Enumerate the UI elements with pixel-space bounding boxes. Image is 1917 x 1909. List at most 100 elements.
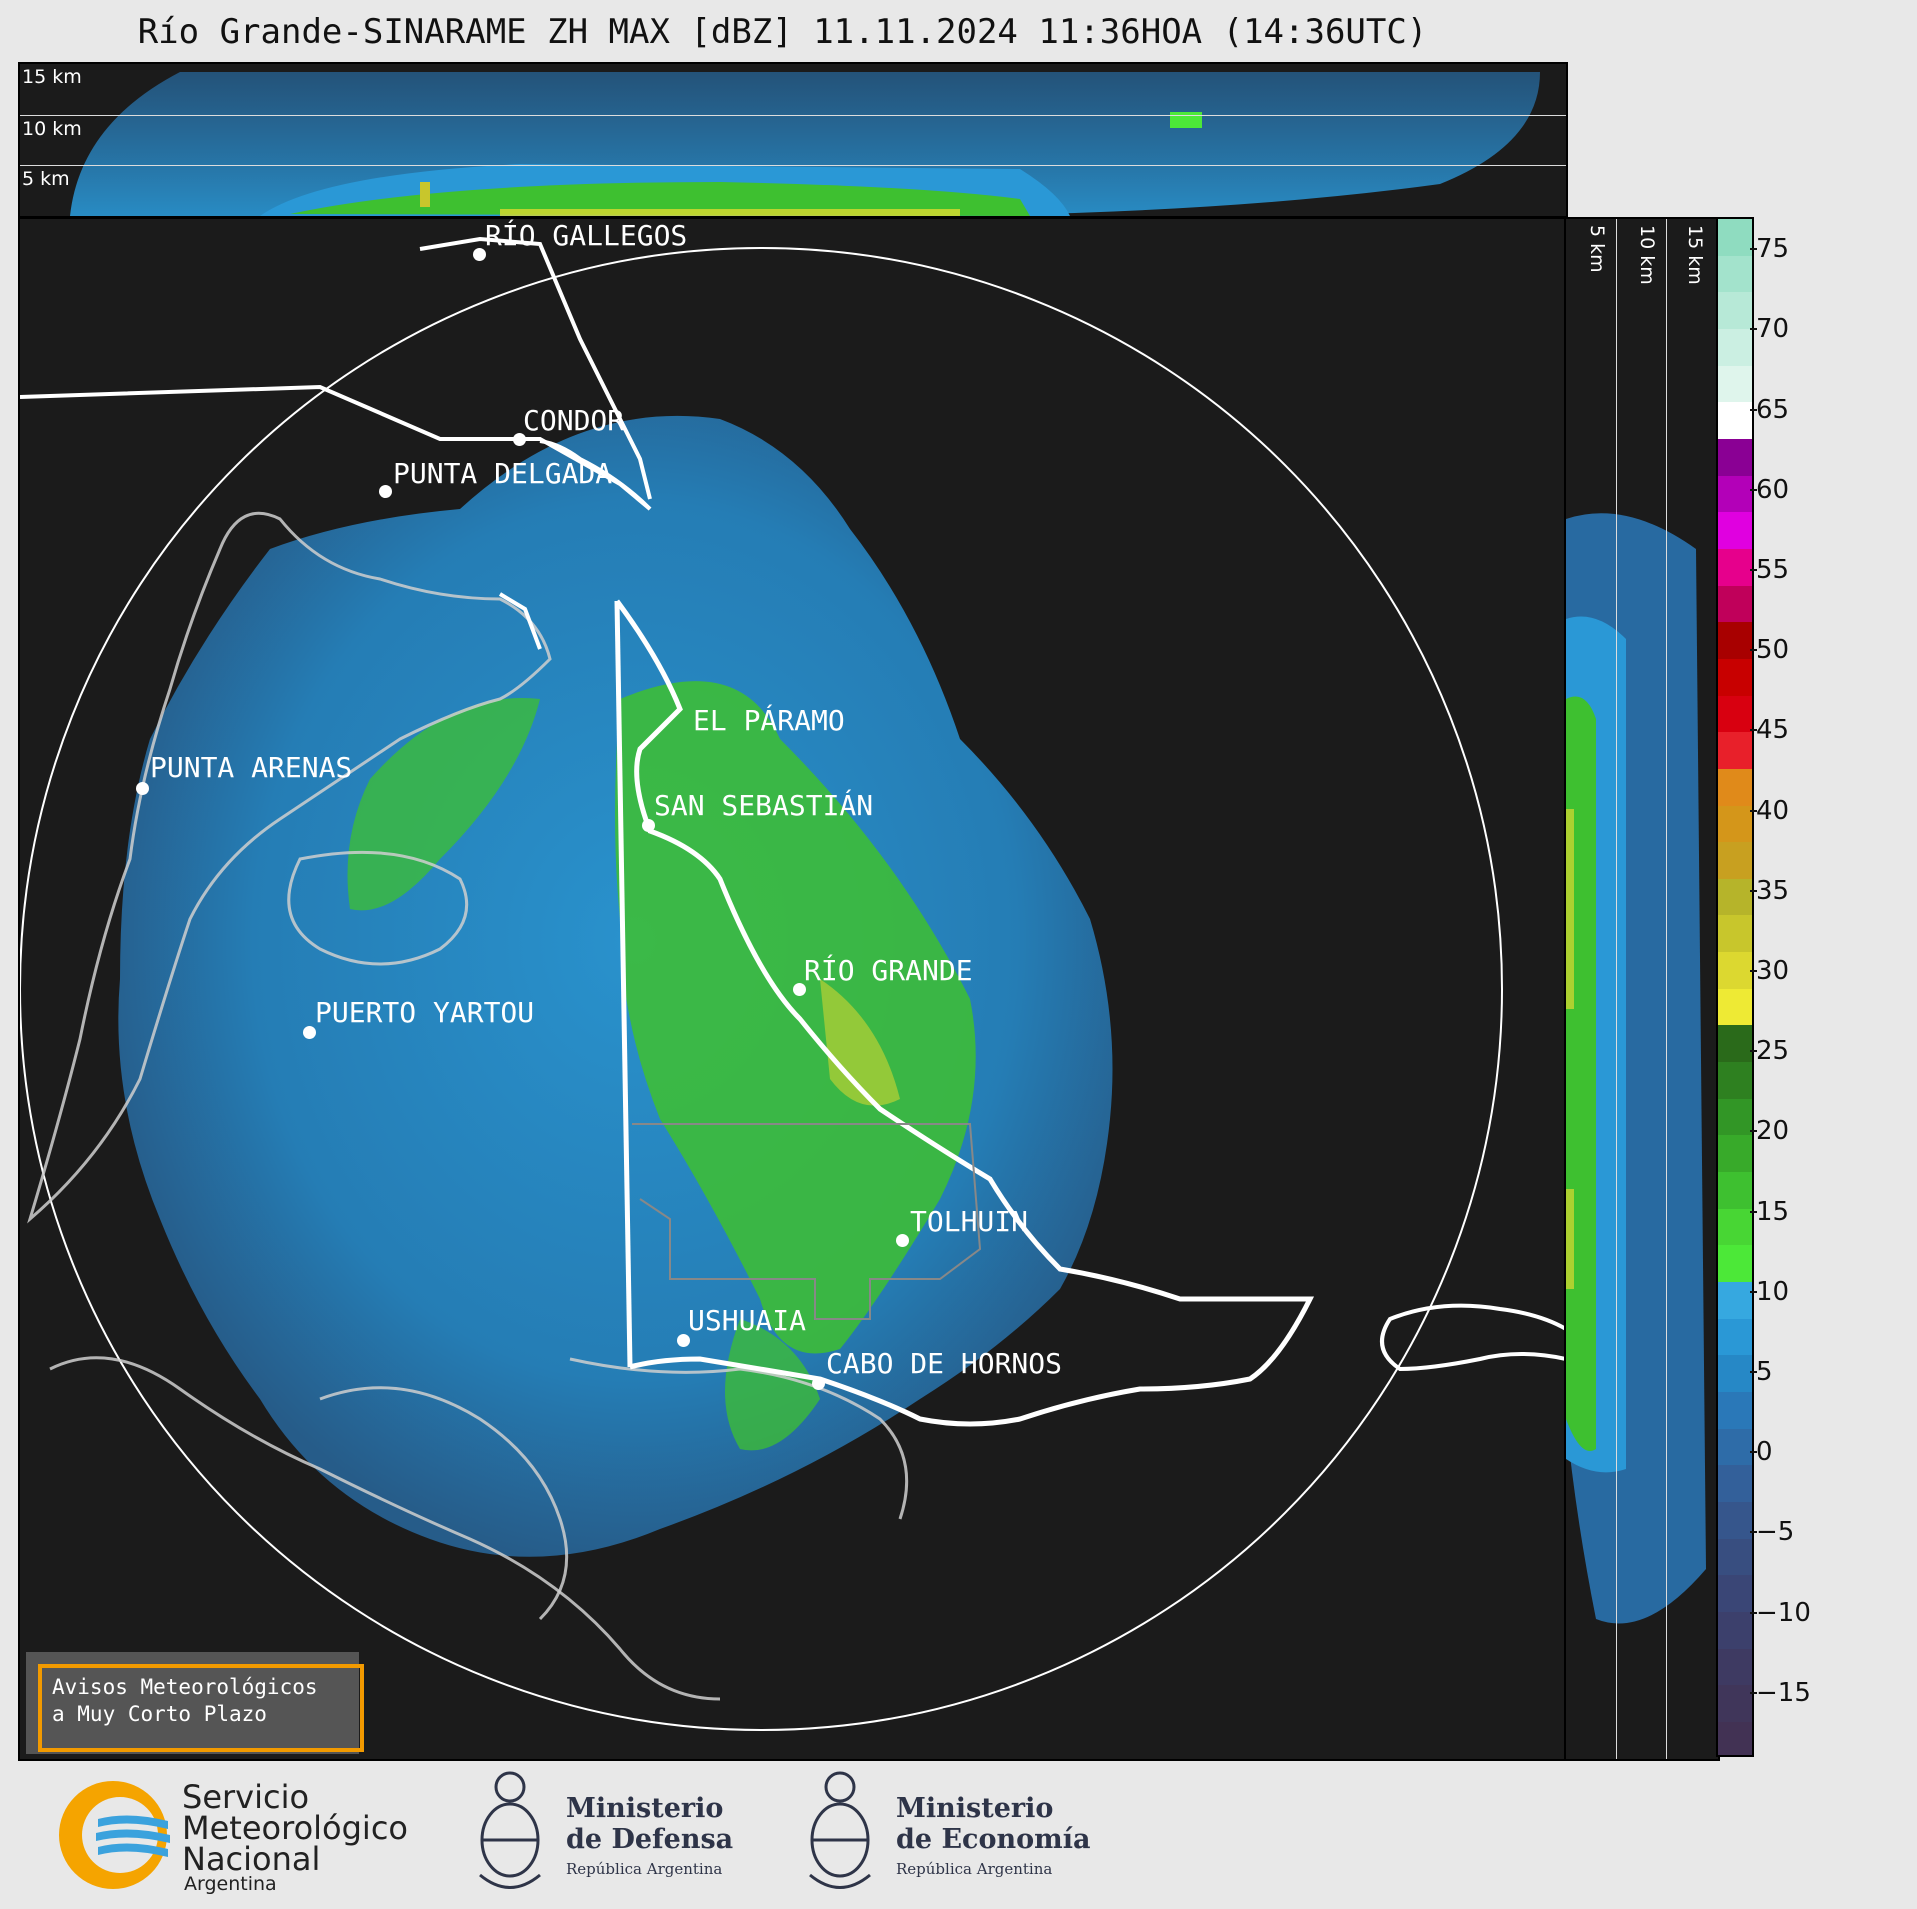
colorbar-swatch xyxy=(1718,1538,1752,1576)
colorbar-swatch xyxy=(1718,915,1752,953)
colorbar-swatch xyxy=(1718,1465,1752,1502)
echo-band xyxy=(347,698,540,911)
colorbar-tick-label: 65 xyxy=(1749,394,1790,425)
colorbar-swatch xyxy=(1718,1428,1752,1466)
colorbar-swatch xyxy=(1718,475,1752,513)
right-5km-line xyxy=(1616,219,1617,1759)
colorbar-swatch xyxy=(1718,695,1752,733)
colorbar-swatch xyxy=(1718,842,1752,879)
city-label-ushuaia: USHUAIA xyxy=(688,1304,807,1337)
city-label-rio-grande: RÍO GRANDE xyxy=(804,954,973,987)
colorbar-swatch xyxy=(1718,1172,1752,1209)
colorbar-swatch xyxy=(1718,1685,1752,1722)
colorbar-swatch xyxy=(1718,1575,1752,1612)
notice-line: a Muy Corto Plazo xyxy=(52,1702,267,1726)
right-height-label: 5 km xyxy=(1586,225,1608,273)
right-cross-section-echoes xyxy=(1566,513,1706,1624)
echo-band xyxy=(725,1319,820,1451)
colorbar-tick-label: 50 xyxy=(1749,635,1790,666)
top-height-label: 5 km xyxy=(22,168,70,190)
colorbar-tick-label: 15 xyxy=(1749,1196,1790,1227)
city-label-el-paramo: EL PÁRAMO xyxy=(693,704,845,737)
notice-box: Avisos Meteorológicos a Muy Corto Plazo xyxy=(26,1652,364,1754)
colorbar-swatch xyxy=(1718,658,1752,696)
colorbar-tick-label: 70 xyxy=(1749,314,1790,345)
colorbar-tick-label: 35 xyxy=(1749,875,1790,906)
right-height-label: 15 km xyxy=(1684,225,1706,285)
city-marker xyxy=(896,1234,909,1247)
top-cross-section-panel: 15 km 10 km 5 km xyxy=(18,62,1568,218)
city-label-rio-gallegos: RÍO GALLEGOS xyxy=(485,219,688,252)
city-marker xyxy=(677,1334,690,1347)
city-label-cabo-de-hornos: CABO DE HORNOS xyxy=(826,1347,1063,1380)
right-10km-line xyxy=(1666,219,1667,1759)
colorbar-swatch xyxy=(1718,1208,1752,1246)
colorbar-swatch xyxy=(1718,1282,1752,1319)
city-label-tolhuin: TOLHUIN xyxy=(910,1205,1029,1238)
colorbar-swatch xyxy=(1718,328,1752,366)
top-15km-line xyxy=(20,115,1566,116)
colorbar-tick-label: 60 xyxy=(1749,474,1790,505)
city-marker xyxy=(379,485,392,498)
colorbar-tick-label: −5 xyxy=(1749,1517,1795,1548)
smn-name-line: Servicio xyxy=(182,1778,310,1816)
city-label-puerto-yartou: PUERTO YARTOU xyxy=(315,996,535,1029)
colorbar-swatch xyxy=(1718,1648,1752,1686)
city-label-punta-delgada: PUNTA DELGADA xyxy=(393,457,613,490)
echo-high xyxy=(820,979,900,1106)
economia-country: República Argentina xyxy=(896,1860,1053,1878)
colorbar-swatch xyxy=(1718,1135,1752,1173)
colorbar-swatch xyxy=(1718,1355,1752,1392)
range-ring xyxy=(20,247,1503,1731)
colorbar-swatch xyxy=(1718,768,1752,806)
top-height-label: 10 km xyxy=(22,118,82,140)
city-marker xyxy=(812,1377,825,1390)
economia-line: de Economía xyxy=(896,1824,1091,1855)
city-label-condor: CONDOR xyxy=(523,404,625,437)
city-marker xyxy=(136,782,149,795)
colorbar-swatch xyxy=(1718,1318,1752,1356)
chart-title: Río Grande-SINARAME ZH MAX [dBZ] 11.11.2… xyxy=(137,12,1428,52)
colorbar-tick-label: 20 xyxy=(1749,1116,1790,1147)
colorbar-swatch xyxy=(1718,365,1752,403)
colorbar-swatch xyxy=(1718,438,1752,476)
colorbar-swatch xyxy=(1718,952,1752,989)
city-marker xyxy=(303,1026,316,1039)
defensa-line: de Defensa xyxy=(566,1824,734,1855)
colorbar-swatch xyxy=(1718,585,1752,623)
colorbar-tick-label: 5 xyxy=(1750,1357,1773,1387)
city-marker xyxy=(473,248,486,261)
colorbar-swatch xyxy=(1718,878,1752,916)
colorbar-swatch xyxy=(1718,1025,1752,1063)
colorbar-swatch xyxy=(1718,512,1752,549)
colorbar-swatch xyxy=(1718,548,1752,586)
colorbar-swatch xyxy=(1718,805,1752,843)
notice-line: Avisos Meteorológicos xyxy=(52,1675,318,1699)
top-height-label: 15 km xyxy=(22,66,82,88)
colorbar-swatch xyxy=(1718,292,1752,329)
colorbar-tick-label: −15 xyxy=(1750,1677,1811,1708)
city-label-san-sebastian: SAN SEBASTIÁN xyxy=(654,789,874,822)
colorbar-swatch xyxy=(1718,219,1752,256)
colorbar-tick-label: 30 xyxy=(1749,955,1790,986)
top-10km-line xyxy=(20,165,1566,166)
colorbar-tick-label: 55 xyxy=(1749,554,1790,585)
colorbar-swatch xyxy=(1718,255,1752,293)
city-marker xyxy=(642,819,655,832)
smn-name-line: Meteorológico xyxy=(182,1809,408,1847)
economia-line: Ministerio xyxy=(896,1793,1054,1824)
coat-of-arms-icon xyxy=(479,1771,541,1889)
smn-country: Argentina xyxy=(184,1873,277,1895)
notice-text: Avisos Meteorológicos a Muy Corto Plazo xyxy=(38,1664,364,1752)
colorbar-swatch xyxy=(1718,1721,1752,1755)
colorbar-swatch xyxy=(1718,1501,1752,1539)
city-marker xyxy=(513,433,526,446)
colorbar-swatch xyxy=(1718,1611,1752,1649)
right-cross-section-panel: 5 km 10 km 15 km xyxy=(1564,217,1720,1761)
colorbar-tick-label: 45 xyxy=(1749,715,1790,746)
colorbar-tick-label: 0 xyxy=(1750,1437,1773,1468)
colorbar-tick-label: 10 xyxy=(1749,1276,1790,1307)
defensa-country: República Argentina xyxy=(566,1860,723,1878)
colorbar-swatch xyxy=(1718,1062,1752,1099)
smn-logo-icon xyxy=(59,1781,170,1889)
